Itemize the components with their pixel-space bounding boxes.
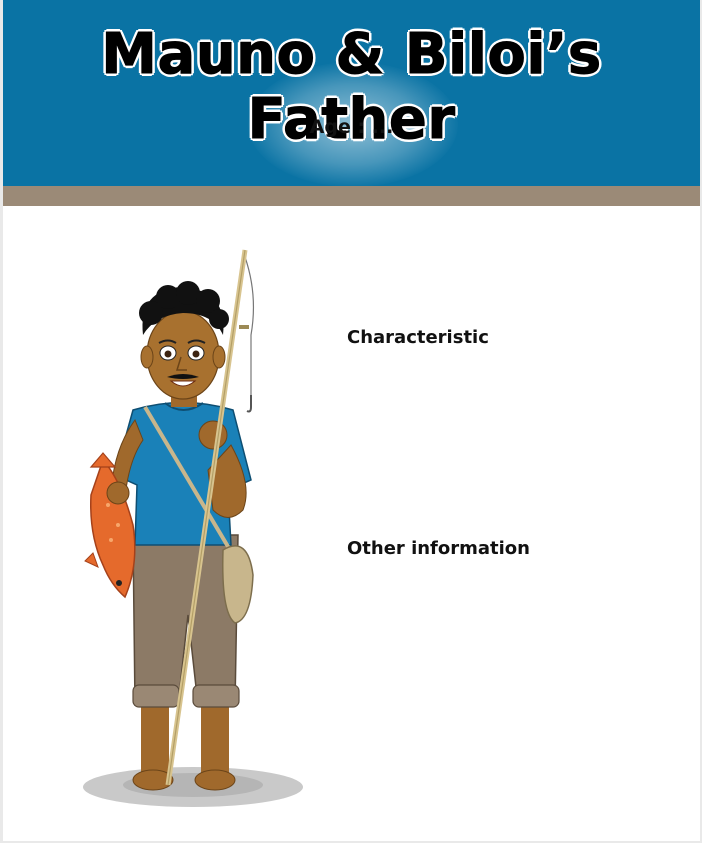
fishing-hook <box>246 395 252 413</box>
bag <box>222 545 254 624</box>
bag-strap <box>143 405 235 557</box>
header-banner: Mauno & Biloi’s Father Age : ... <box>3 0 700 186</box>
age-label: Age : ... <box>309 116 394 138</box>
other-information-label: Other information <box>347 538 530 559</box>
page-title: Mauno & Biloi’s Father <box>101 22 602 153</box>
header-divider-stripe <box>3 186 700 206</box>
fisherman-illustration <box>83 249 303 807</box>
worksheet-page: Mauno & Biloi’s Father Age : ... Charact… <box>3 0 700 841</box>
fishing-line <box>244 256 255 405</box>
header-glow <box>248 62 458 186</box>
moustache <box>167 374 199 379</box>
characteristic-label: Characteristic <box>347 327 489 348</box>
